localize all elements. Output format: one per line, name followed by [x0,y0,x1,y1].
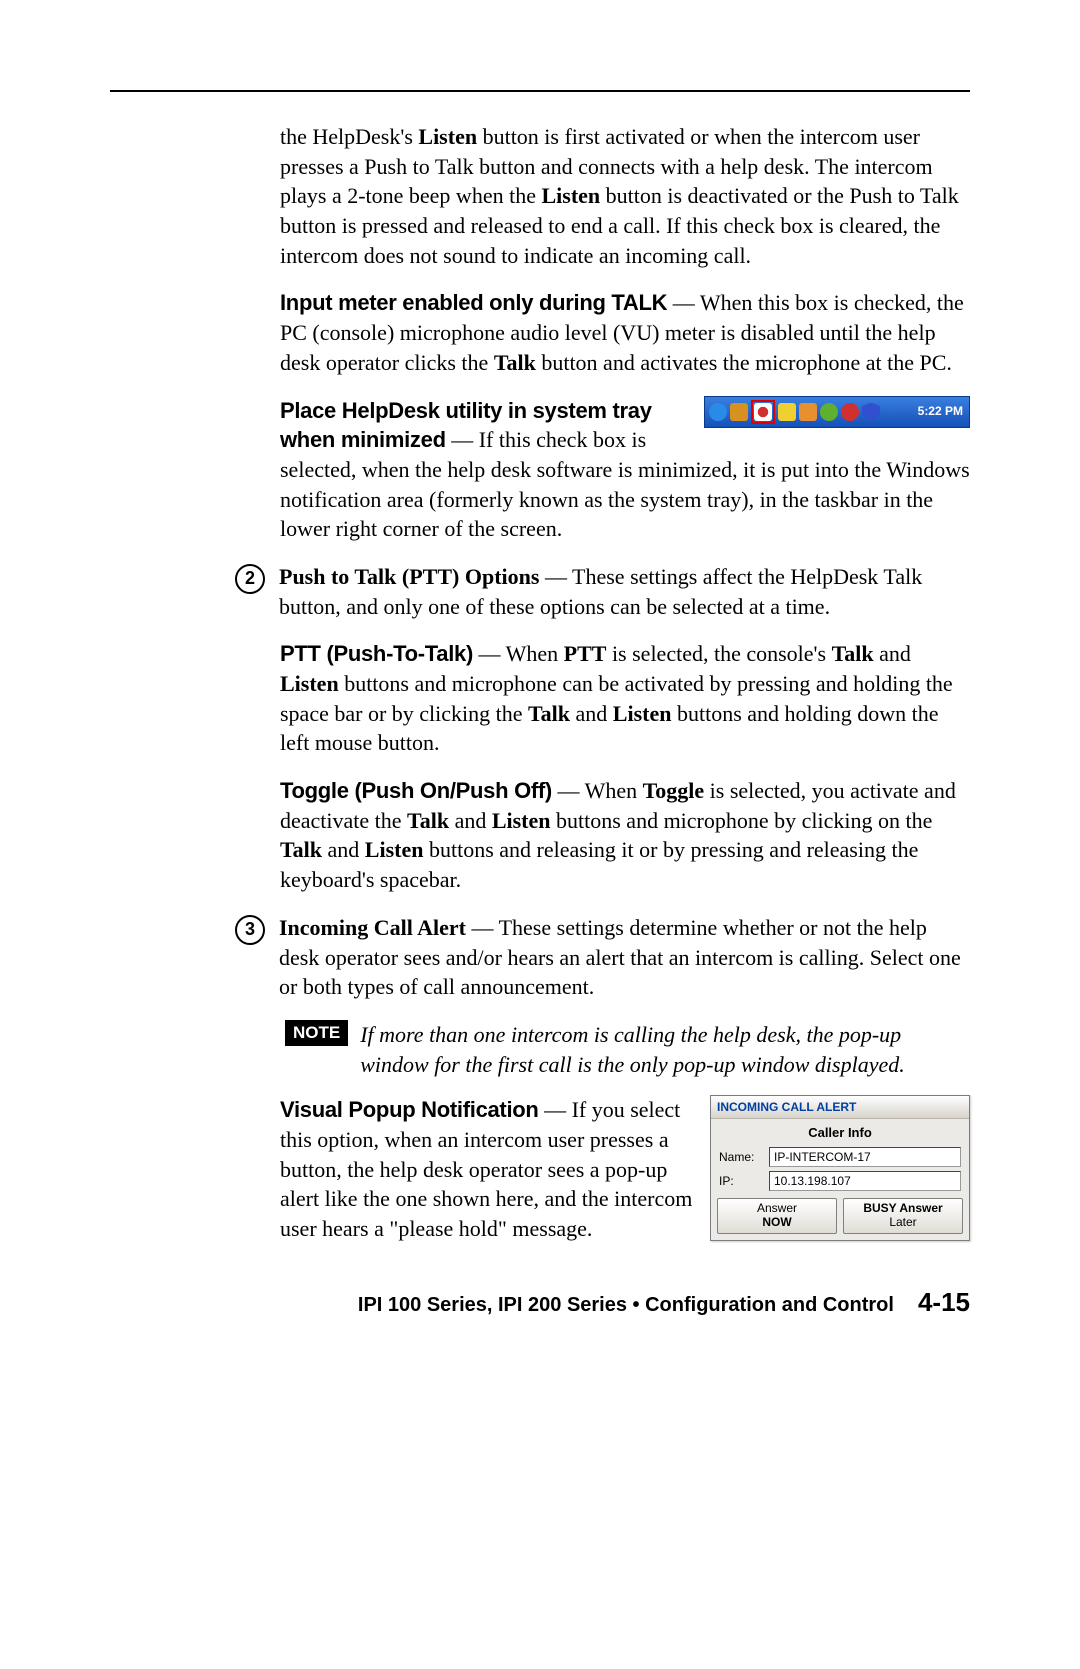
incoming-text: Incoming Call Alert — These settings det… [279,913,970,1002]
alert-ip-field[interactable]: 10.13.198.107 [769,1171,961,1191]
tray-icon [709,403,727,421]
input-meter-paragraph: Input meter enabled only during TALK — W… [280,288,970,377]
alert-caller-info: Caller Info [711,1119,969,1145]
alert-name-label: Name: [719,1149,763,1165]
toggle-label: Toggle (Push On/Push Off) [280,778,552,803]
place-helpdesk-paragraph: 5:22 PM Place HelpDesk utility in system… [280,396,970,544]
toggle-paragraph: Toggle (Push On/Push Off) — When Toggle … [280,776,970,895]
ptt-options-text: Push to Talk (PTT) Options — These setti… [279,562,970,621]
visual-popup-label: Visual Popup Notification [280,1097,539,1122]
note-row: NOTE If more than one intercom is callin… [285,1020,970,1079]
note-tag: NOTE [285,1020,348,1046]
footer-page: 4-15 [918,1287,970,1318]
busy-answer-later-button[interactable]: BUSY Answer Later [843,1198,963,1234]
ptt-label: PTT (Push-To-Talk) [280,641,473,666]
page-footer: IPI 100 Series, IPI 200 Series • Configu… [110,1287,970,1318]
visual-popup-paragraph: INCOMING CALL ALERT Caller Info Name: IP… [280,1095,970,1246]
item-3-row: 3 Incoming Call Alert — These settings d… [235,913,970,1002]
top-rule [110,90,970,92]
tray-icon [820,403,838,421]
item-2-row: 2 Push to Talk (PTT) Options — These set… [235,562,970,621]
input-meter-label: Input meter enabled only during TALK [280,290,667,315]
note-text: If more than one intercom is calling the… [360,1020,970,1079]
tray-time: 5:22 PM [918,403,965,419]
tray-icon [799,403,817,421]
tray-highlight-box [751,400,775,424]
alert-ip-label: IP: [719,1173,763,1189]
footer-text: IPI 100 Series, IPI 200 Series • Configu… [358,1294,894,1317]
alert-title: INCOMING CALL ALERT [711,1096,969,1119]
tray-icon [841,403,859,421]
tray-icon [730,403,748,421]
circled-number-3: 3 [235,915,265,945]
tray-icon [862,403,880,421]
answer-now-button[interactable]: Answer NOW [717,1198,837,1234]
btn-line1: BUSY Answer [846,1202,960,1216]
btn-line2: NOW [720,1216,834,1230]
intro-paragraph: the HelpDesk's Listen button is first ac… [280,122,970,270]
btn-line1: Answer [757,1201,797,1215]
ptt-paragraph: PTT (Push-To-Talk) — When PTT is selecte… [280,639,970,758]
incoming-call-alert-box: INCOMING CALL ALERT Caller Info Name: IP… [710,1095,970,1240]
system-tray-image: 5:22 PM [704,396,970,428]
circled-number-2: 2 [235,564,265,594]
alert-name-field[interactable]: IP-INTERCOM-17 [769,1147,961,1167]
tray-icon-highlighted [754,403,772,421]
tray-icon [778,403,796,421]
btn-line2: Later [889,1215,916,1229]
